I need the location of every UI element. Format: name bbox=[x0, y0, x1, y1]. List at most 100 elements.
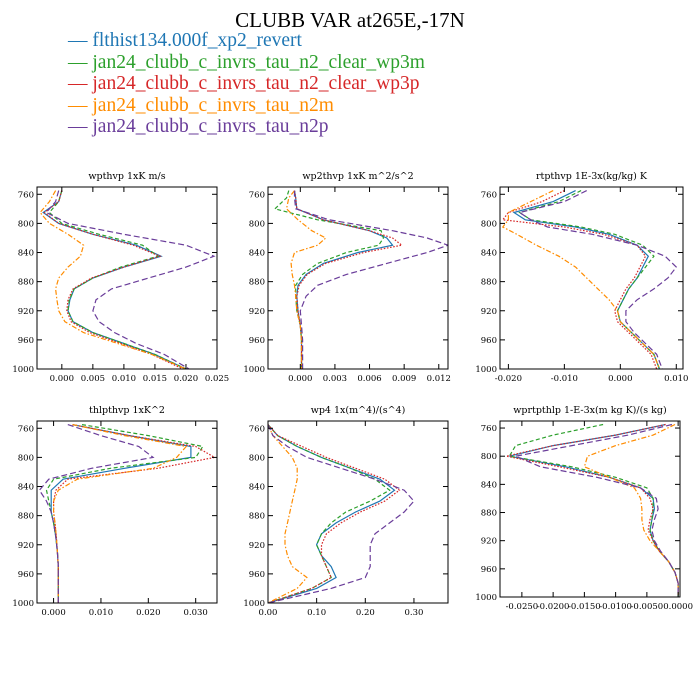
panel-title-5: wprtpthlp 1-E-3x(m kg K)/(s kg) bbox=[513, 405, 666, 416]
panel-frame-5 bbox=[499, 420, 681, 598]
ytick-label-5-3: 880 bbox=[481, 509, 497, 519]
ytick-label-0-3: 880 bbox=[18, 278, 34, 288]
xtick-label-5-5: 0.0000 bbox=[663, 602, 693, 612]
ytick-label-5-0: 760 bbox=[481, 424, 497, 434]
xtick-label-3-3: 0.030 bbox=[184, 608, 208, 618]
ytick-label-2-6: 1000 bbox=[475, 365, 497, 375]
ytick-label-2-0: 760 bbox=[481, 190, 497, 200]
ytick-label-0-1: 800 bbox=[18, 219, 34, 229]
panel-title-0: wpthvp 1xK m/s bbox=[88, 171, 165, 182]
ytick-label-2-3: 880 bbox=[481, 278, 497, 288]
panel-4: wp4 1x(m^4)/(s^4)76080084088092096010000… bbox=[243, 405, 449, 618]
xtick-label-0-1: 0.005 bbox=[81, 374, 105, 384]
ytick-label-1-4: 920 bbox=[249, 307, 265, 317]
series-line-3-4 bbox=[38, 424, 155, 603]
series-line-4-3 bbox=[268, 424, 308, 603]
panel-title-4: wp4 1x(m^4)/(s^4) bbox=[311, 405, 406, 416]
ytick-label-1-6: 1000 bbox=[243, 365, 265, 375]
series-line-0-2 bbox=[43, 190, 184, 369]
figure-title: CLUBB VAR at265E,-17N bbox=[235, 8, 465, 32]
series-line-4-4 bbox=[268, 424, 415, 603]
xtick-label-1-3: 0.009 bbox=[392, 374, 416, 384]
panel-0: wpthvp 1xK m/s 760 800 840 880 920 960 1000 0.00… bbox=[12, 171, 229, 384]
series-line-5-4 bbox=[513, 423, 679, 597]
series-line-1-4 bbox=[293, 190, 448, 369]
series-line-3-1 bbox=[45, 424, 204, 603]
series-line-2-2 bbox=[501, 190, 658, 369]
xtick-label-4-1: 0.10 bbox=[307, 608, 326, 618]
series-line-5-1 bbox=[508, 423, 679, 597]
ytick-label-3-6: 1000 bbox=[12, 599, 34, 609]
ytick-label-2-1: 800 bbox=[481, 219, 497, 229]
series-line-1-1 bbox=[273, 190, 385, 369]
legend-swatch-2: — bbox=[68, 73, 93, 94]
xtick-label-1-1: 0.003 bbox=[323, 374, 347, 384]
legend-item-4: — jan24_clubb_c_invrs_tau_n2p bbox=[68, 116, 425, 138]
ytick-label-0-6: 1000 bbox=[12, 365, 34, 375]
legend-label-2: jan24_clubb_c_invrs_tau_n2_clear_wp3p bbox=[92, 73, 420, 94]
series-line-3-0 bbox=[50, 424, 192, 603]
xtick-label-5-2: -0.0150 bbox=[568, 602, 601, 612]
panel-frame-0 bbox=[36, 186, 218, 370]
ytick-label-0-5: 960 bbox=[18, 336, 34, 346]
xtick-label-1-0: 0.000 bbox=[288, 374, 312, 384]
panel-frame-4 bbox=[267, 420, 449, 604]
legend-item-3: — jan24_clubb_c_invrs_tau_n2m bbox=[68, 95, 425, 117]
series-line-0-3 bbox=[39, 190, 187, 369]
legend-swatch-0: — bbox=[68, 30, 93, 51]
xtick-label-0-5: 0.025 bbox=[205, 374, 229, 384]
xtick-label-3-1: 0.010 bbox=[89, 608, 113, 618]
series-line-2-4 bbox=[518, 190, 678, 369]
series-line-1-3 bbox=[285, 190, 327, 369]
xtick-label-1-2: 0.006 bbox=[357, 374, 381, 384]
ytick-label-1-2: 840 bbox=[249, 249, 265, 259]
xtick-label-3-2: 0.020 bbox=[136, 608, 160, 618]
ytick-label-1-0: 760 bbox=[249, 190, 265, 200]
panel-frame-2 bbox=[499, 186, 684, 370]
ytick-label-5-5: 960 bbox=[481, 565, 497, 575]
ytick-label-3-3: 880 bbox=[18, 512, 34, 522]
legend-item-1: — jan24_clubb_c_invrs_tau_n2_clear_wp3m bbox=[68, 52, 425, 74]
legend-label-3: jan24_clubb_c_invrs_tau_n2m bbox=[92, 94, 334, 116]
series-line-3-2 bbox=[52, 424, 217, 603]
legend-label-0: flthist134.000f_xp2_revert bbox=[92, 30, 302, 51]
ytick-label-1-5: 960 bbox=[249, 336, 265, 346]
xtick-label-2-0: -0.020 bbox=[495, 374, 522, 384]
xtick-label-0-4: 0.020 bbox=[174, 374, 198, 384]
ytick-label-4-2: 840 bbox=[249, 483, 265, 493]
panel-1: wp2thvp 1xK m^2/s^2 760 800 840 880 920 960 100… bbox=[243, 171, 451, 384]
series-line-1-2 bbox=[293, 190, 404, 369]
xtick-label-4-3: 0.30 bbox=[404, 608, 423, 618]
xtick-label-4-2: 0.20 bbox=[356, 608, 375, 618]
series-line-4-2 bbox=[268, 424, 401, 603]
ytick-label-5-6: 1000 bbox=[475, 593, 497, 603]
ytick-label-3-2: 840 bbox=[18, 483, 34, 493]
ytick-label-3-5: 960 bbox=[18, 570, 34, 580]
ytick-label-5-1: 800 bbox=[481, 452, 497, 462]
panel-5: wprtpthlp 1-E-3x(m kg K)/(s kg) 760 800 840… bbox=[475, 405, 693, 612]
xtick-label-5-1: -0.0200 bbox=[537, 602, 570, 612]
ytick-label-2-5: 960 bbox=[481, 336, 497, 346]
xtick-label-5-3: -0.0100 bbox=[599, 602, 632, 612]
legend-item-2: — jan24_clubb_c_invrs_tau_n2_clear_wp3p bbox=[68, 73, 425, 95]
legend-label-1: jan24_clubb_c_invrs_tau_n2_clear_wp3m bbox=[92, 51, 425, 73]
xtick-label-1-4: 0.012 bbox=[427, 374, 451, 384]
ytick-label-3-4: 920 bbox=[18, 541, 34, 551]
panel-frame-3 bbox=[36, 420, 218, 604]
panel-title-2: rtpthvp 1E-3x(kg/kg) K bbox=[536, 171, 648, 182]
panel-2: rtpthvp 1E-3x(kg/kg) K 760 800 840 880 920 960… bbox=[475, 171, 688, 384]
xtick-label-3-0: 0.000 bbox=[41, 608, 65, 618]
xtick-label-0-2: 0.010 bbox=[112, 374, 136, 384]
legend-swatch-3: — bbox=[68, 94, 93, 116]
series-line-2-1 bbox=[518, 190, 661, 369]
ytick-label-2-2: 840 bbox=[481, 249, 497, 259]
series-line-3-3 bbox=[52, 424, 188, 603]
panel-title-1: wp2thvp 1xK m^2/s^2 bbox=[302, 171, 413, 182]
xtick-label-0-3: 0.015 bbox=[143, 374, 167, 384]
series-line-2-3 bbox=[501, 190, 661, 369]
ytick-label-4-1: 800 bbox=[249, 453, 265, 463]
legend: — flthist134.000f_xp2_revert — jan24_clu… bbox=[68, 30, 425, 138]
ytick-label-4-0: 760 bbox=[249, 424, 265, 434]
xtick-label-4-0: 0.00 bbox=[259, 608, 278, 618]
legend-swatch-1: — bbox=[68, 51, 93, 73]
